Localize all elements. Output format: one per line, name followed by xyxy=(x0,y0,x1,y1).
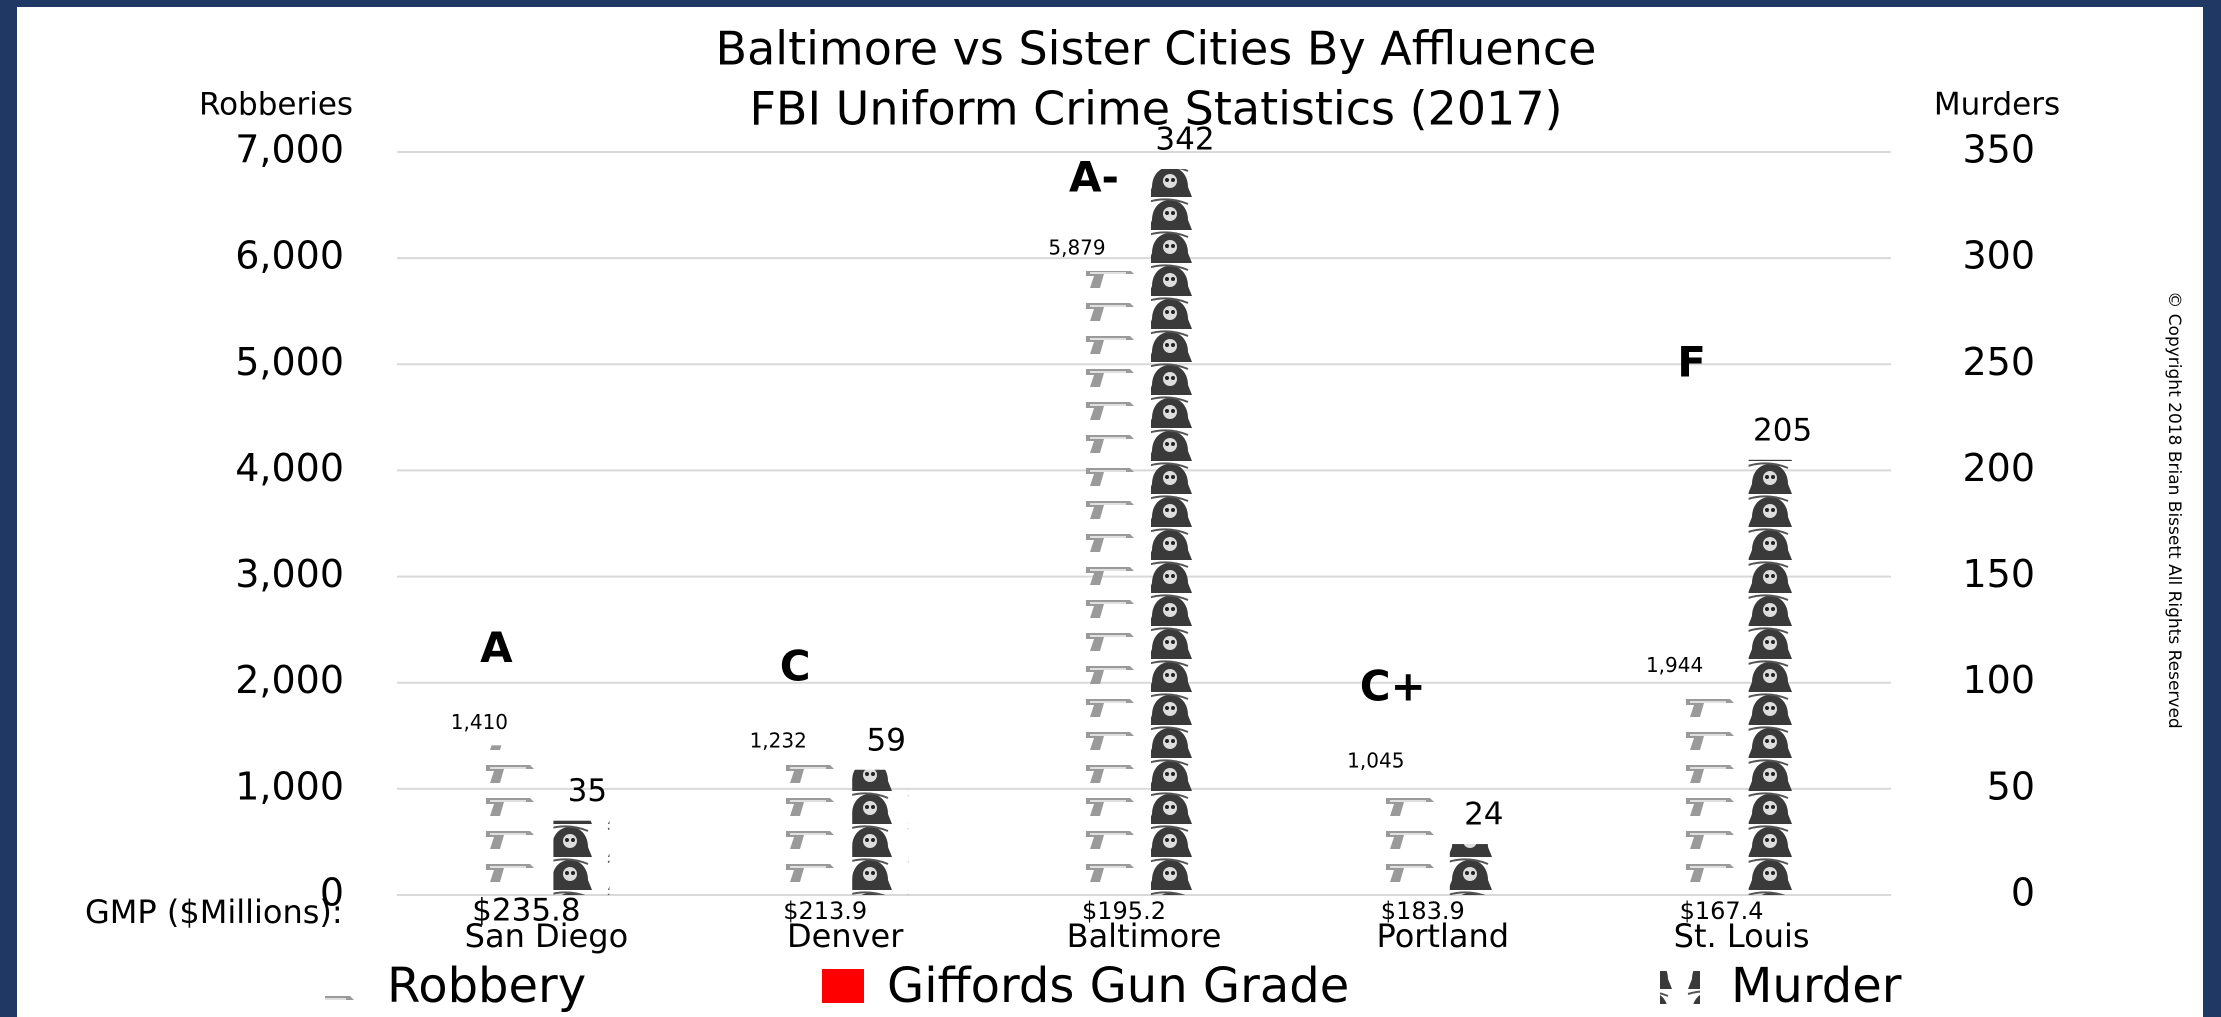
bar xyxy=(1678,688,1735,895)
y2-tick-label: 300 xyxy=(1962,234,2035,278)
y-tick-label: 0 xyxy=(320,871,344,915)
data-label: 1,410 xyxy=(451,710,508,734)
gmp-label: GMP ($Millions): xyxy=(85,893,343,931)
gmp-value: $195.2 xyxy=(1082,897,1166,925)
gmp-value: $235.8 xyxy=(472,893,580,929)
y2-axis-label: Murders xyxy=(1934,87,2060,123)
y-tick-label: 3,000 xyxy=(235,552,344,596)
y2-tick-label: 350 xyxy=(1962,128,2035,172)
legend-swatch xyxy=(325,973,355,1001)
bar xyxy=(852,769,909,895)
bar xyxy=(1748,459,1805,895)
y-tick-label: 1,000 xyxy=(235,764,344,808)
y2-tick-label: 150 xyxy=(1962,552,2035,596)
gmp-value: $183.9 xyxy=(1381,897,1465,925)
bar xyxy=(1449,844,1506,895)
bar xyxy=(1081,270,1137,895)
y-tick-label: 2,000 xyxy=(235,658,344,702)
y-tick-label: 6,000 xyxy=(235,234,344,278)
bar xyxy=(782,764,839,895)
x-tick-label: Baltimore xyxy=(1067,917,1222,955)
x-tick-label: St. Louis xyxy=(1674,917,1810,955)
grade-label: A xyxy=(480,623,513,672)
x-tick-label: San Diego xyxy=(465,917,628,955)
chart-title: Baltimore vs Sister Cities By Affluence xyxy=(716,22,1597,76)
gmp-value: $213.9 xyxy=(783,897,867,925)
y2-tick-label: 250 xyxy=(1962,340,2035,384)
grade-label: C xyxy=(780,642,811,691)
y-tick-label: 7,000 xyxy=(235,128,344,172)
y-axis-label: Robberies xyxy=(199,87,353,123)
bar xyxy=(1379,784,1436,895)
data-label: 342 xyxy=(1155,121,1214,157)
legend-swatch xyxy=(822,969,864,1003)
gmp-value: $167.4 xyxy=(1680,897,1764,925)
chart-title: FBI Uniform Crime Statistics (2017) xyxy=(749,82,1562,136)
grade-label: A- xyxy=(1069,153,1119,202)
legend-label: Murder xyxy=(1731,958,1902,1014)
x-tick-label: Denver xyxy=(787,917,904,955)
grade-label: C+ xyxy=(1360,662,1426,711)
y2-tick-label: 50 xyxy=(1987,764,2035,808)
data-label: 1,944 xyxy=(1646,653,1703,677)
grade-label: F xyxy=(1677,337,1706,386)
data-label: 59 xyxy=(866,722,905,758)
data-label: 35 xyxy=(568,773,607,809)
bar xyxy=(483,745,540,895)
data-label: 24 xyxy=(1464,797,1503,833)
copyright: © Copyright 2018 Brian Bissett All Right… xyxy=(2164,291,2184,728)
data-label: 1,232 xyxy=(750,729,807,753)
y-tick-label: 4,000 xyxy=(235,446,344,490)
legend-swatch xyxy=(1660,971,1700,1004)
legend-label: Robbery xyxy=(387,958,586,1014)
bar xyxy=(553,820,610,895)
bar xyxy=(1151,168,1207,896)
data-label: 205 xyxy=(1753,412,1812,448)
data-label: 1,045 xyxy=(1347,749,1404,773)
x-tick-label: Portland xyxy=(1377,917,1510,955)
legend-label: Giffords Gun Grade xyxy=(887,958,1349,1014)
y2-tick-label: 0 xyxy=(2011,871,2035,915)
y-tick-label: 5,000 xyxy=(235,340,344,384)
data-label: 5,879 xyxy=(1048,235,1105,259)
y2-tick-label: 200 xyxy=(1962,446,2035,490)
y2-tick-label: 100 xyxy=(1962,658,2035,702)
